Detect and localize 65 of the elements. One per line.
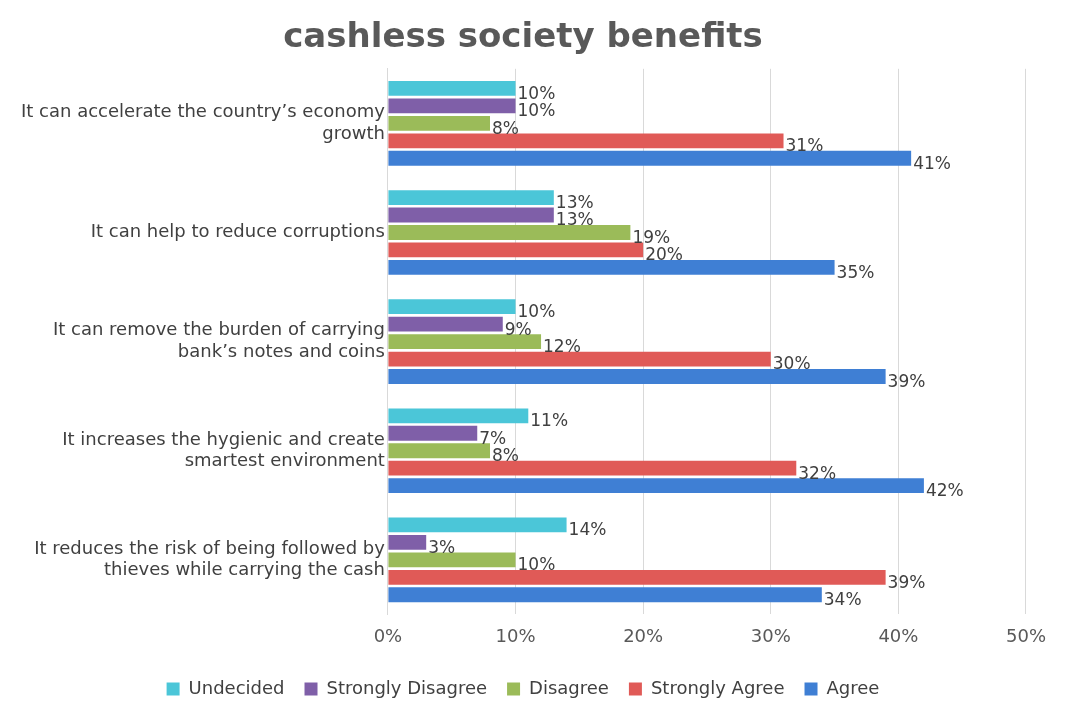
bar <box>388 316 503 332</box>
bar <box>388 334 542 350</box>
data-label: 11% <box>530 410 569 431</box>
legend-label: Strongly Disagree <box>326 676 488 698</box>
x-tick-label: 10% <box>495 624 536 646</box>
bar <box>388 478 924 494</box>
x-tick-label: 0% <box>373 624 403 646</box>
legend-label: Agree <box>826 676 880 698</box>
y-tick-label: It increases the hygienic and create smartest environment <box>62 427 385 471</box>
bar <box>388 569 886 585</box>
bar <box>388 425 478 441</box>
chart-title: cashless society benefits <box>283 15 763 56</box>
bar <box>388 207 554 223</box>
data-label: 39% <box>887 571 926 592</box>
data-label: 31% <box>785 135 824 156</box>
bar <box>388 552 516 568</box>
data-label: 41% <box>913 152 951 173</box>
bar <box>388 115 491 131</box>
data-label: 8% <box>492 445 519 466</box>
x-tick-label: 40% <box>878 624 919 646</box>
y-tick-label: It reduces the risk of being followed by thieves while carrying the cash <box>34 536 386 580</box>
data-label: 13% <box>555 209 594 230</box>
bar <box>388 225 631 240</box>
data-label: 32% <box>798 462 837 483</box>
x-tick-label: 30% <box>750 624 791 646</box>
legend-label: Undecided <box>188 676 285 698</box>
data-label: 35% <box>836 261 875 282</box>
x-tick-label: 20% <box>623 624 664 646</box>
bar <box>388 190 554 205</box>
bar <box>388 534 427 550</box>
bar <box>388 369 886 384</box>
x-tick-label: 50% <box>1005 624 1046 646</box>
bar <box>388 242 644 258</box>
bar <box>388 259 835 275</box>
data-label: 42% <box>925 480 964 501</box>
data-label: 10% <box>517 554 556 575</box>
y-tick-label: It can accelerate the country’s economy growth <box>20 100 386 143</box>
bar <box>388 133 784 149</box>
bar <box>388 587 822 603</box>
data-label: 12% <box>543 336 581 357</box>
data-label: 10% <box>517 82 556 103</box>
bar <box>388 408 529 424</box>
data-label: 14% <box>568 519 607 540</box>
data-label: 30% <box>772 353 811 374</box>
data-label: 34% <box>823 589 862 610</box>
bar <box>388 299 516 315</box>
bar <box>388 351 771 367</box>
y-tick-label: It can help to reduce corruptions <box>90 220 385 242</box>
y-tick-label: It can remove the burden of carrying bank’s notes and coins <box>52 318 385 362</box>
data-label: 20% <box>645 244 683 265</box>
data-label: 19% <box>632 226 671 247</box>
legend-label: Disagree <box>529 676 609 698</box>
data-label: 10% <box>517 100 556 121</box>
bar <box>388 443 491 459</box>
bar <box>388 98 516 114</box>
data-label: 3% <box>428 536 456 557</box>
legend-label: Strongly Agree <box>650 676 785 698</box>
bar <box>388 517 567 533</box>
bar <box>388 150 912 166</box>
data-label: 7% <box>479 427 507 448</box>
data-label: 13% <box>555 191 594 212</box>
data-label: 8% <box>492 117 519 138</box>
bar <box>388 81 516 96</box>
data-label: 39% <box>887 370 926 391</box>
bar <box>388 460 797 476</box>
